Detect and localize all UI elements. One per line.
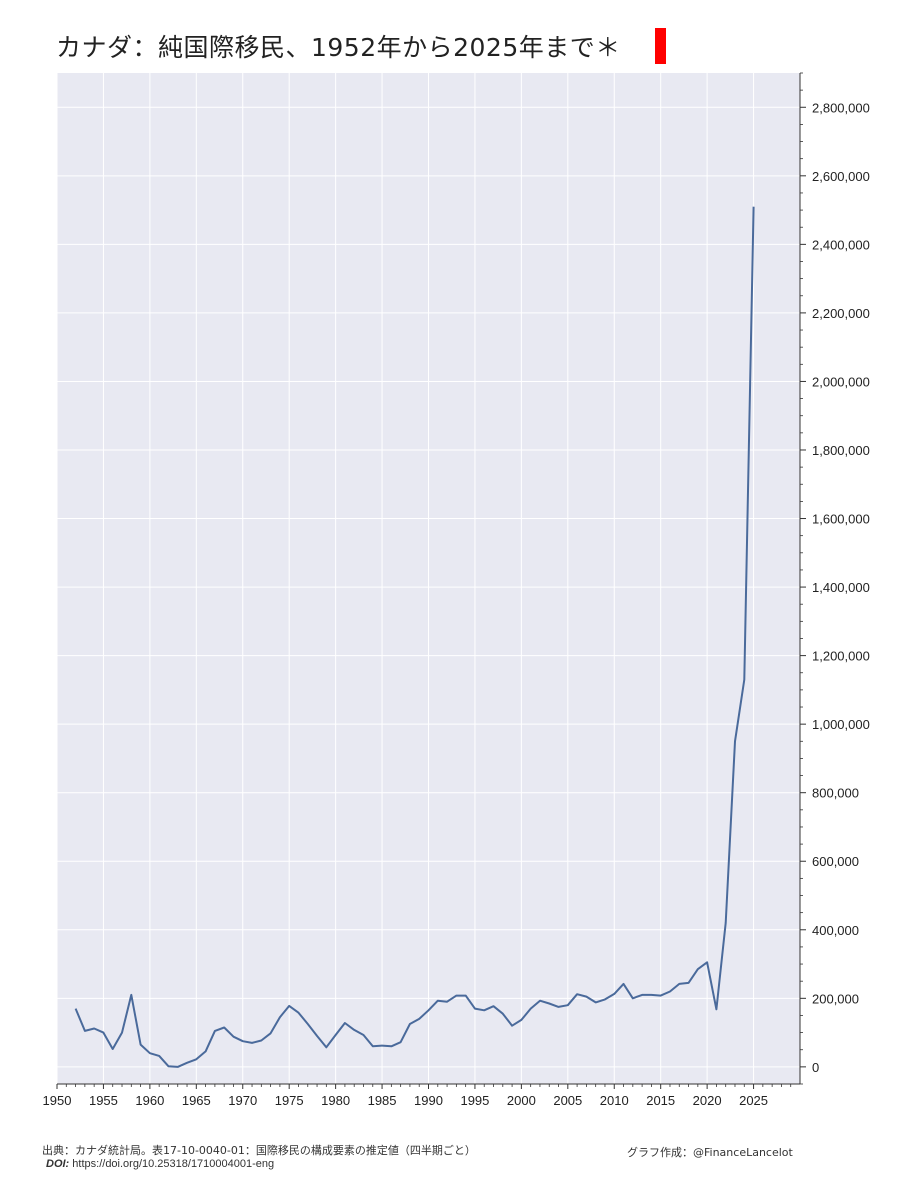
doi-line: DOI: https://doi.org/10.25318/1710004001… xyxy=(46,1158,274,1170)
y-tick-label: 1,200,000 xyxy=(812,649,870,664)
source-note: 出典：カナダ統計局。表17-10-0040-01：国際移民の構成要素の推定値（四… xyxy=(42,1144,476,1157)
y-tick-label: 600,000 xyxy=(812,854,859,869)
x-tick-label: 1975 xyxy=(275,1093,304,1108)
chart-credit: グラフ作成：@FinanceLancelot xyxy=(627,1146,793,1159)
x-tick-label: 2025 xyxy=(739,1093,768,1108)
doi-prefix: DOI: xyxy=(46,1158,70,1170)
series-group xyxy=(74,206,755,1068)
series-line xyxy=(74,206,755,1068)
y-tick-label: 2,200,000 xyxy=(812,306,870,321)
x-tick-label: 2010 xyxy=(600,1093,629,1108)
x-tick-label: 2015 xyxy=(646,1093,675,1108)
y-tick-label: 400,000 xyxy=(812,923,859,938)
y-tick-label: 2,400,000 xyxy=(812,237,870,252)
chart-title: カナダ：純国際移民、1952年から2025年まで＊ xyxy=(56,33,621,62)
grid-lines xyxy=(56,73,800,1084)
x-tick-label: 2000 xyxy=(507,1093,536,1108)
y-tick-label: 1,400,000 xyxy=(812,580,870,595)
x-tick-label: 1970 xyxy=(228,1093,257,1108)
x-tick-label: 1950 xyxy=(43,1093,72,1108)
y-tick-label: 0 xyxy=(812,1060,819,1075)
x-tick-label: 1965 xyxy=(182,1093,211,1108)
x-tick-label: 1995 xyxy=(460,1093,489,1108)
y-axis: 0 200,000 400,000 600,000 800,000 1,000,000 1,… xyxy=(799,72,870,1085)
y-tick-label: 800,000 xyxy=(812,786,859,801)
x-tick-label: 1960 xyxy=(135,1093,164,1108)
x-tick-label: 2020 xyxy=(693,1093,722,1108)
x-tick-label: 1990 xyxy=(414,1093,443,1108)
x-tick-label: 1980 xyxy=(321,1093,350,1108)
y-tick-label: 2,600,000 xyxy=(812,169,870,184)
x-tick-label: 1955 xyxy=(89,1093,118,1108)
y-tick-label: 1,600,000 xyxy=(812,512,870,527)
x-axis: 1950 1955 1960 1965 1970 1975 1980 1985 1990 1995… xyxy=(43,1083,800,1108)
y-tick-label: 200,000 xyxy=(812,991,859,1006)
title-red-marker xyxy=(655,28,666,64)
y-tick-label: 1,000,000 xyxy=(812,717,870,732)
y-tick-label: 2,000,000 xyxy=(812,374,870,389)
doi-link[interactable]: https://doi.org/10.25318/1710004001-eng xyxy=(72,1158,275,1170)
x-tick-label: 2005 xyxy=(553,1093,582,1108)
x-tick-label: 1985 xyxy=(368,1093,397,1108)
y-tick-label: 1,800,000 xyxy=(812,443,870,458)
y-tick-label: 2,800,000 xyxy=(812,100,870,115)
